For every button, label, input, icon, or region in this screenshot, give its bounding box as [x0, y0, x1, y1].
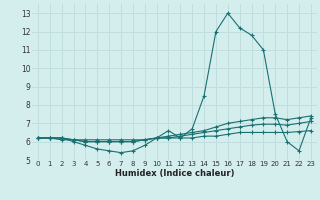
X-axis label: Humidex (Indice chaleur): Humidex (Indice chaleur) — [115, 169, 234, 178]
